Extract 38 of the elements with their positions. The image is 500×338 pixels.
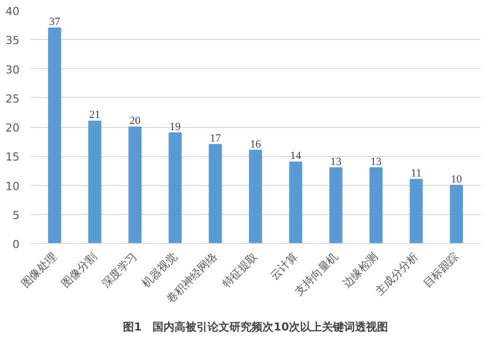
y-tick-label: 15 [6,150,20,164]
x-tick-label: 特征提取 [220,250,260,290]
y-tick-label: 20 [6,122,20,134]
data-label: 20 [129,115,141,127]
bar [168,132,182,244]
data-label: 14 [290,150,302,162]
bar [88,120,102,244]
bar [48,27,62,244]
bar [410,178,423,244]
bar [248,150,262,244]
bar [289,161,302,244]
data-label: 37 [49,16,61,28]
x-tick-label: 图像处理 [18,250,60,290]
y-tick-label: 10 [6,180,20,193]
bar [128,126,142,244]
x-tick-label: 云计算 [268,250,300,282]
y-tick-label: 5 [12,208,20,222]
text: 图1 国内高被引论文研究频次10次以上关键词透视图 [123,320,388,334]
y-tick-label: 35 [6,34,20,48]
y-tick-label: 30 [6,63,20,76]
y-tick-label: 40 [6,5,20,18]
data-label: 21 [89,109,100,122]
data-label: 17 [210,132,222,144]
bar [329,167,342,244]
data-label: 11 [410,167,422,180]
x-tick-label: 图像分割 [59,250,100,290]
bar [370,167,383,244]
data-label: 16 [250,138,262,150]
x-tick-label: 目标跟踪 [420,250,461,290]
data-label: 13 [370,156,382,168]
bar [450,184,463,244]
y-tick-label: 25 [6,92,20,106]
data-label: 19 [170,120,182,133]
bar [208,144,222,244]
data-label: 10 [450,173,462,186]
y-tick-label: 0 [12,238,20,251]
data-label: 13 [330,156,342,168]
x-tick-label: 深度学习 [99,250,140,290]
